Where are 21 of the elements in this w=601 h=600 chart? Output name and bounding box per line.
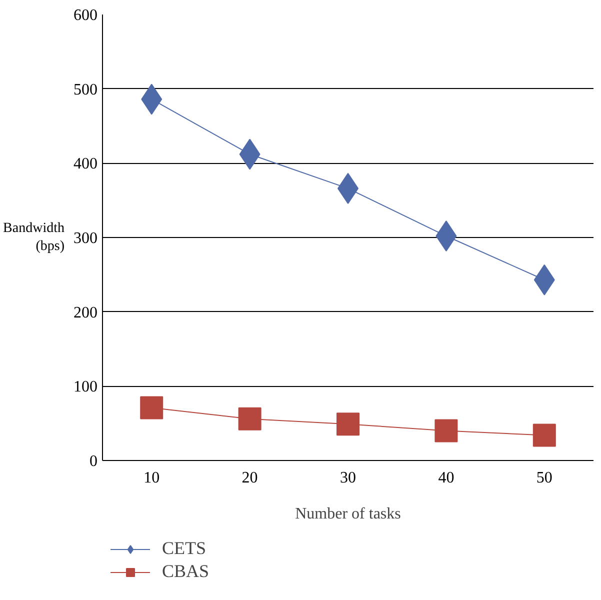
x-tick-label: 40 — [438, 470, 454, 486]
x-axis-title: Number of tasks — [295, 506, 401, 522]
point — [238, 407, 262, 430]
y-tick-label: 500 — [74, 81, 98, 98]
point — [532, 424, 556, 447]
x-tick-label: 50 — [536, 470, 552, 486]
x-tick-label: 30 — [340, 470, 356, 486]
y-tick-label: 200 — [74, 304, 98, 322]
y-tick-label: 400 — [74, 156, 98, 173]
y-tick-label: 300 — [74, 230, 98, 247]
y-tick-label: 600 — [74, 7, 98, 24]
point — [434, 419, 458, 442]
x-tick-label: 20 — [242, 470, 258, 486]
point — [336, 412, 360, 436]
x-tick-label: 10 — [144, 470, 160, 486]
y-tick-label: 0 — [90, 453, 98, 470]
legend-label: CETS — [162, 538, 206, 559]
point — [140, 396, 164, 420]
legend-label: CBAS — [162, 561, 210, 582]
y-tick-label: 100 — [74, 378, 98, 396]
y-axis-title: Bandwidth (bps) — [3, 221, 65, 254]
